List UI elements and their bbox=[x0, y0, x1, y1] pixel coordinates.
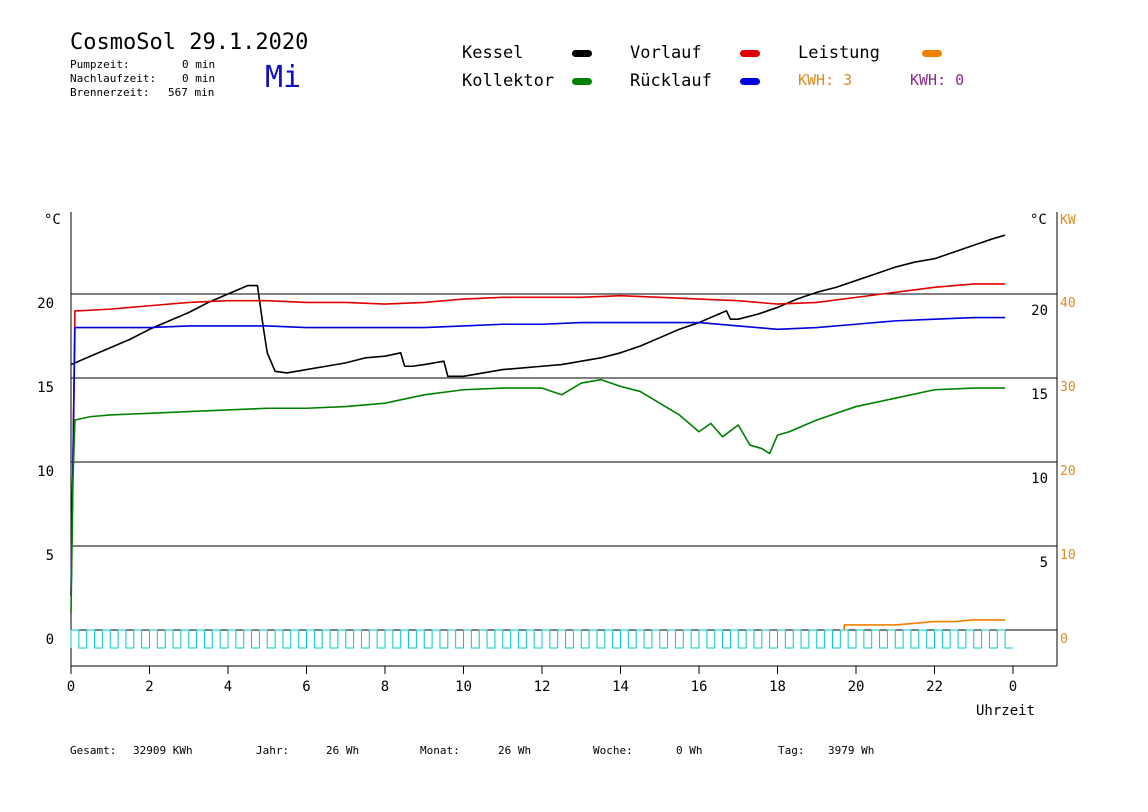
legend-ruecklauf-swatch bbox=[740, 78, 760, 85]
x-tick-label: 10 bbox=[455, 679, 472, 695]
left-tick-label: 10 bbox=[37, 464, 54, 480]
legend-kessel-swatch bbox=[572, 50, 592, 57]
stat-brennerzeit-value: 567 min bbox=[168, 86, 215, 99]
stat-pumpzeit-value: 0 min bbox=[182, 58, 216, 71]
x-tick-label: 16 bbox=[691, 679, 708, 695]
right-tick-label: 15 bbox=[1031, 387, 1048, 403]
x-axis-label: Uhrzeit bbox=[976, 703, 1035, 719]
left-axis-unit: °C bbox=[44, 212, 61, 228]
legend-kwh-2: KWH: 0 bbox=[910, 71, 965, 89]
footer-gesamt-label: Gesamt: bbox=[70, 744, 117, 757]
legend-leistung-swatch bbox=[922, 50, 942, 57]
x-tick-label: 2 bbox=[145, 679, 153, 695]
weekday-label: Mi bbox=[265, 60, 302, 95]
left-tick-label: 20 bbox=[37, 296, 54, 312]
stat-nachlaufzeit-label: Nachlaufzeit: bbox=[70, 72, 157, 85]
legend-kollektor-swatch bbox=[572, 78, 592, 85]
x-tick-label: 22 bbox=[926, 679, 943, 695]
kw-tick-label: 0 bbox=[1060, 632, 1068, 647]
left-tick-label: 5 bbox=[46, 548, 54, 564]
pump-state-series bbox=[70, 629, 1013, 649]
x-tick-label: 12 bbox=[534, 679, 551, 695]
legend-kollektor-label: Kollektor bbox=[462, 71, 555, 91]
footer-monat-value: 26 Wh bbox=[498, 744, 532, 757]
series-kessel bbox=[70, 234, 1006, 378]
footer-jahr-label: Jahr: bbox=[256, 744, 290, 757]
footer-jahr-value: 26 Wh bbox=[326, 744, 360, 757]
kw-tick-label: 10 bbox=[1060, 548, 1076, 563]
left-tick-label: 0 bbox=[46, 632, 54, 648]
kw-tick-label: 40 bbox=[1060, 296, 1076, 311]
footer-tag-label: Tag: bbox=[778, 744, 805, 757]
right-tick-label: 5 bbox=[1040, 555, 1048, 571]
x-tick-label: 20 bbox=[848, 679, 865, 695]
footer-monat-label: Monat: bbox=[420, 744, 460, 757]
x-tick-label: 0 bbox=[67, 679, 75, 695]
kw-tick-label: 30 bbox=[1060, 380, 1076, 395]
right-tick-label: 20 bbox=[1031, 303, 1048, 319]
footer-woche-label: Woche: bbox=[593, 744, 633, 757]
footer-woche-value: 0 Wh bbox=[676, 744, 703, 757]
footer-gesamt-value: 32909 KWh bbox=[133, 744, 193, 757]
x-tick-label: 4 bbox=[224, 679, 232, 695]
series-rcklauf bbox=[70, 316, 1006, 597]
x-tick-label: 18 bbox=[769, 679, 786, 695]
chart-title: CosmoSol 29.1.2020 bbox=[70, 30, 309, 55]
x-tick-label: 14 bbox=[612, 679, 629, 695]
legend-kwh-1: KWH: 3 bbox=[798, 71, 853, 89]
stat-nachlaufzeit-value: 0 min bbox=[182, 72, 216, 85]
right-tick-label: 10 bbox=[1031, 471, 1048, 487]
stat-brennerzeit-label: Brennerzeit: bbox=[70, 86, 150, 99]
kw-axis-unit: KW bbox=[1060, 213, 1076, 228]
series-leistung bbox=[843, 619, 1006, 630]
x-tick-label: 0 bbox=[1009, 679, 1017, 695]
series-kollektor bbox=[70, 378, 1006, 614]
series-vorlauf bbox=[70, 283, 1006, 597]
left-tick-label: 15 bbox=[37, 380, 54, 396]
kw-tick-label: 20 bbox=[1060, 464, 1076, 479]
legend-ruecklauf-label: Rücklauf bbox=[630, 71, 712, 91]
legend-leistung-label: Leistung bbox=[798, 43, 880, 63]
x-tick-label: 8 bbox=[381, 679, 389, 695]
right-axis-unit: °C bbox=[1030, 212, 1047, 228]
footer-tag-value: 3979 Wh bbox=[828, 744, 875, 757]
legend-kessel-label: Kessel bbox=[462, 43, 524, 63]
legend-vorlauf-swatch bbox=[740, 50, 760, 57]
stat-pumpzeit-label: Pumpzeit: bbox=[70, 58, 130, 71]
legend-vorlauf-label: Vorlauf bbox=[630, 43, 702, 63]
x-tick-label: 6 bbox=[302, 679, 310, 695]
